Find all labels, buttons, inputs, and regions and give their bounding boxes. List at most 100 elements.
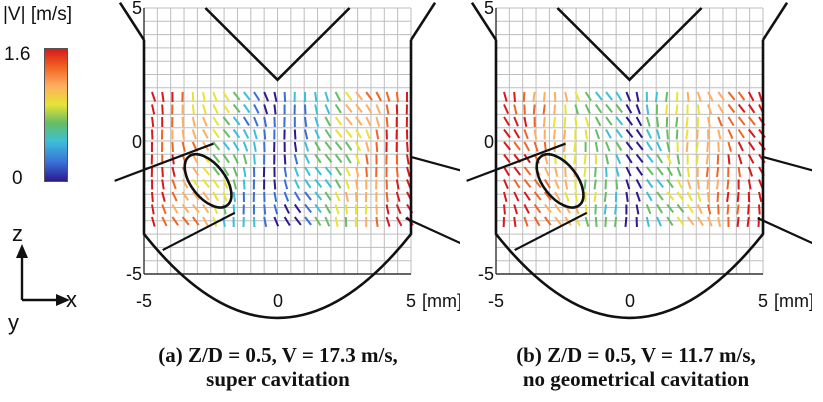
velocity-vector: [314, 178, 323, 188]
x-axis-label: x: [66, 287, 77, 312]
velocity-vector: [573, 141, 577, 153]
velocity-vector: [344, 154, 352, 164]
velocity-vector: [666, 141, 671, 152]
velocity-vector: [523, 204, 530, 214]
velocity-vector: [324, 91, 330, 102]
velocity-vector: [523, 191, 531, 201]
velocity-vector: [324, 116, 332, 127]
velocity-vector: [151, 91, 157, 102]
velocity-vector: [334, 116, 343, 126]
vector-field-b: [502, 91, 766, 228]
velocity-vector: [533, 216, 541, 227]
velocity-vector: [304, 104, 307, 115]
velocity-vector: [666, 129, 669, 140]
sac-wall: [142, 39, 413, 320]
x-tick-mid: 0: [625, 291, 635, 311]
velocity-vector: [242, 103, 251, 114]
velocity-vector: [191, 154, 199, 164]
velocity-vector: [554, 191, 561, 202]
colorbar: [44, 48, 68, 182]
velocity-vector: [716, 166, 720, 178]
velocity-vector: [192, 203, 200, 213]
velocity-vector: [717, 116, 723, 127]
velocity-vector: [406, 166, 411, 177]
velocity-vector: [737, 91, 746, 101]
velocity-vector: [191, 116, 196, 127]
velocity-vector: [513, 166, 522, 176]
velocity-vector: [324, 141, 333, 151]
velocity-vector: [615, 154, 622, 165]
panel-a: 5 0 -5 -5 0 5 [mm]: [114, 0, 460, 320]
velocity-vector: [242, 166, 247, 178]
velocity-vector: [375, 141, 379, 153]
velocity-vector: [503, 166, 511, 177]
velocity-vector: [212, 216, 218, 227]
velocity-vector: [314, 153, 322, 164]
velocity-vector: [696, 91, 702, 102]
velocity-vector: [151, 191, 154, 203]
velocity-vector: [726, 179, 730, 190]
velocity-vector: [263, 91, 270, 102]
velocity-vector: [727, 116, 735, 127]
velocity-vector: [171, 203, 179, 214]
velocity-vector: [395, 216, 403, 227]
velocity-vector: [533, 141, 539, 152]
velocity-vector: [355, 91, 363, 101]
velocity-vector: [542, 104, 546, 115]
velocity-vector: [737, 154, 743, 165]
velocity-vector: [222, 191, 228, 202]
velocity-vector: [605, 154, 610, 165]
velocity-vector: [324, 191, 332, 201]
velocity-vector: [243, 91, 251, 101]
velocity-vector: [707, 116, 711, 128]
velocity-vector: [503, 128, 511, 139]
velocity-vector: [324, 204, 332, 214]
velocity-vector: [737, 141, 744, 152]
velocity-vector: [385, 216, 391, 227]
velocity-vector: [584, 129, 588, 140]
velocity-vector: [355, 116, 363, 126]
velocity-vector: [344, 216, 348, 228]
velocity-vector: [727, 91, 736, 101]
velocity-vector: [171, 191, 178, 202]
velocity-vector: [635, 141, 644, 151]
velocity-vector: [593, 191, 597, 203]
velocity-vector: [625, 179, 631, 190]
velocity-vector: [273, 191, 278, 203]
velocity-vector: [523, 166, 532, 176]
y-tick-bottom: -5: [478, 264, 494, 284]
velocity-vector: [543, 154, 549, 165]
velocity-vector: [161, 179, 165, 190]
velocity-vector: [212, 104, 219, 114]
velocity-vector: [605, 166, 608, 178]
colorbar-max-label: 1.6: [4, 44, 31, 65]
velocity-vector: [395, 91, 399, 103]
velocity-vector: [395, 191, 401, 202]
velocity-vector: [161, 216, 168, 227]
velocity-vector: [334, 216, 339, 227]
velocity-vector: [635, 191, 641, 202]
velocity-vector: [355, 128, 362, 139]
velocity-vector: [324, 104, 331, 115]
velocity-vector: [202, 191, 210, 201]
velocity-vector: [553, 104, 556, 115]
velocity-vector: [314, 203, 322, 214]
velocity-vector: [533, 203, 542, 214]
velocity-vector: [523, 141, 531, 152]
velocity-vector: [232, 116, 241, 126]
velocity-vector: [365, 154, 369, 165]
velocity-vector: [151, 204, 155, 215]
velocity-vector: [334, 191, 341, 202]
velocity-vector: [656, 203, 664, 214]
velocity-vector: [503, 91, 508, 102]
velocity-vector: [552, 129, 556, 140]
hole-left-lower-wall: [514, 211, 588, 252]
velocity-vector: [696, 104, 701, 115]
axes-indicator-arrows: [16, 244, 70, 306]
velocity-vector: [212, 116, 220, 126]
velocity-vector: [615, 91, 623, 102]
velocity-vector: [344, 179, 350, 190]
y-axis-label: y: [8, 310, 19, 335]
velocity-vector: [604, 216, 607, 228]
velocity-vector: [263, 104, 269, 115]
